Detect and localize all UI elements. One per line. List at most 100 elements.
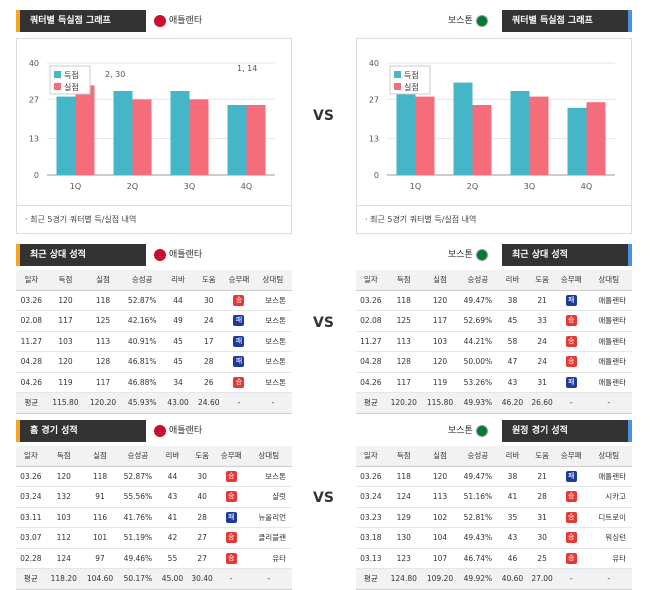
table-row: 03.24 132 91 55.56% 43 40 승 샬럿: [16, 486, 292, 508]
cell-fg-pct: 46.81%: [121, 351, 163, 373]
cell-allowed: 116: [81, 507, 119, 528]
cell-rebounds: 35: [497, 507, 528, 528]
y-tick-label: 0: [374, 171, 379, 180]
result-badge: 승: [225, 552, 237, 564]
cell-opponent: 애틀랜타: [585, 372, 632, 393]
cell-result: 패: [224, 331, 254, 352]
cell-date: 04.28: [16, 351, 47, 373]
home-panel-left: 홈 경기 성적 애틀랜타 일자 득점 실점 승성공 리바 도움 승무패 상대팀 03.26 120…: [16, 420, 292, 590]
cell-scored: 124: [385, 486, 422, 508]
column-header-allowed: 실점: [421, 446, 459, 467]
cell-fg-pct: 52.81%: [458, 507, 498, 528]
y-tick-label: 40: [29, 59, 39, 68]
cell-assists: 26: [193, 372, 225, 393]
table-row: 03.13 123 107 46.74% 46 25 승 유타: [356, 548, 632, 569]
cell-scored: 129: [385, 507, 422, 528]
cell-result: 승: [556, 486, 586, 508]
cell-scored: 124: [45, 548, 82, 569]
cell-rebounds: 43: [157, 486, 188, 508]
y-tick-label: 40: [369, 59, 379, 68]
column-header-scored: 득점: [385, 446, 422, 467]
cell-fg-pct: 49.47%: [458, 466, 498, 487]
table-row: 03.26 118 120 49.47% 38 21 패 애틀랜타: [356, 290, 632, 311]
column-header-allowed: 실점: [421, 270, 459, 291]
table-row: 04.28 120 128 46.81% 45 28 패 보스톤: [16, 351, 292, 373]
cell-scored: 118: [385, 466, 422, 487]
cell-rebounds: 41: [157, 507, 188, 528]
column-header-opponent: 상대팀: [585, 270, 632, 291]
cell-rebounds: 42: [157, 527, 188, 549]
result-badge: 승: [225, 470, 237, 482]
cell-scored: 113: [385, 331, 422, 352]
x-tick-label: 2Q: [467, 182, 478, 191]
x-tick-label: 3Q: [184, 182, 195, 191]
panel-header: 보스톤 원정 경기 성적: [356, 420, 632, 442]
column-header-result: 승무패: [556, 446, 586, 467]
legend-label: 실점: [404, 82, 419, 92]
cell-assists: 24: [527, 331, 557, 352]
bar-allowed: [132, 99, 152, 175]
cell-allowed: 102: [421, 507, 459, 528]
table-header-row: 일자 득점 실점 승성공 리바 도움 승무패 상대팀: [16, 446, 292, 467]
table-row: 03.26 120 118 52.87% 44 30 승 보스톤: [16, 290, 292, 311]
cell-date: 04.28: [356, 351, 386, 373]
panel-title: 원정 경기 성적: [502, 420, 632, 442]
column-header-result: 승무패: [224, 270, 254, 291]
cell-allowed: 120: [421, 351, 459, 373]
panel-title: 쿼터별 득실점 그래프: [16, 10, 146, 32]
legend-label: 실점: [64, 82, 79, 92]
column-header-allowed: 실점: [84, 270, 122, 291]
cell-assists: 27.00: [527, 568, 557, 590]
recent-panel-left: 최근 상대 성적 애틀랜타 일자 득점 실점 승성공 리바 도움 승무패 상대팀 03.26 12…: [16, 244, 292, 414]
cell-result: 승: [224, 372, 254, 393]
panel-header: 쿼터별 득실점 그래프 애틀랜타: [16, 10, 292, 32]
cell-scored: 128: [385, 351, 422, 373]
cell-assists: 25: [527, 548, 557, 569]
column-header-assists: 도움: [187, 446, 217, 467]
cell-result: 승: [216, 486, 246, 508]
cell-fg-pct: 49.47%: [458, 290, 498, 311]
cell-assists: 33: [527, 310, 557, 332]
cell-allowed: 125: [84, 310, 122, 332]
table-row: 03.26 120 118 52.87% 44 30 승 보스톤: [16, 466, 292, 487]
cell-allowed: 113: [421, 486, 459, 508]
cell-date: 03.24: [356, 486, 386, 508]
bar-scored: [453, 82, 473, 175]
team-name: 보스톤: [448, 426, 473, 436]
cell-assists: 27: [187, 548, 217, 569]
cell-opponent: 보스톤: [253, 290, 292, 311]
y-tick-label: 13: [369, 135, 379, 144]
panel-title: 쿼터별 득실점 그래프: [502, 10, 632, 32]
cell-assists: 28: [193, 351, 225, 373]
legend-swatch: [54, 83, 61, 90]
cell-assists: 24: [527, 351, 557, 373]
cell-result: 패: [216, 507, 246, 528]
vs-label: VS: [313, 490, 334, 506]
cell-allowed: 120.20: [84, 392, 122, 414]
chart-box: 0 13 27 40 1Q 2Q 3Q 4Q 득점 실점 2, 30 1, 14 · 최근 5경기 쿼…: [16, 38, 292, 234]
cell-scored: 125: [385, 310, 422, 332]
home-results-table: 일자 득점 실점 승성공 리바 도움 승무패 상대팀 03.26 120 118 52.87% 44 30…: [16, 446, 292, 590]
bar-scored: [170, 91, 190, 175]
cell-opponent: 샬럿: [245, 486, 292, 508]
cell-fg-pct: 55.56%: [118, 486, 158, 508]
cell-opponent: 뉴올리언: [245, 507, 292, 528]
cell-date: 평균: [16, 568, 46, 590]
chart-footer-text: 최근 5경기 쿼터별 득/실점 내역: [370, 215, 477, 224]
team-name: 애틀랜타: [169, 250, 203, 260]
cell-assists: 28: [527, 486, 557, 508]
result-badge: 승: [565, 491, 577, 503]
cell-date: 02.08: [356, 310, 386, 332]
chart-footer: · 최근 5경기 쿼터별 득/실점 내역: [357, 205, 631, 233]
team-name: 애틀랜타: [169, 426, 203, 436]
boston-logo-icon: [475, 248, 488, 261]
result-badge: 패: [565, 294, 577, 306]
cell-rebounds: 44: [162, 290, 194, 311]
x-tick-label: 1Q: [410, 182, 421, 191]
cell-rebounds: 45: [162, 351, 194, 373]
cell-fg-pct: 49.93%: [458, 392, 498, 414]
result-badge: 승: [565, 552, 577, 564]
cell-opponent: 애틀랜타: [585, 331, 632, 352]
result-badge: 승: [565, 335, 577, 347]
column-header-opponent: 상대팀: [245, 446, 292, 467]
